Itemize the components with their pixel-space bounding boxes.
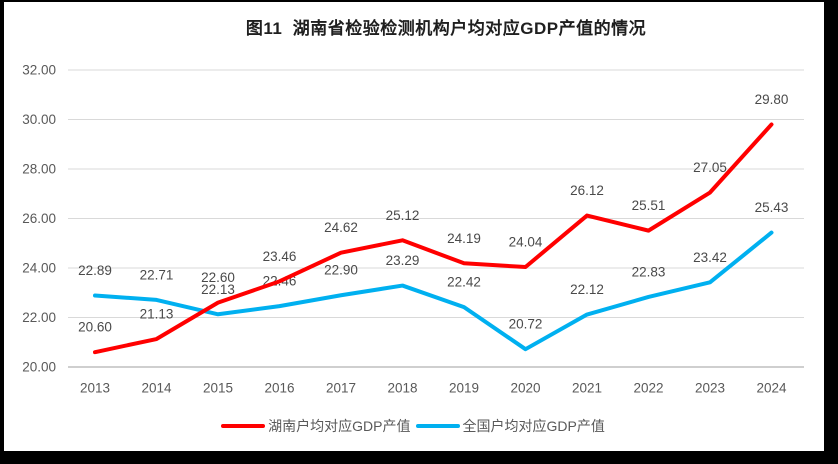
data-label: 22.83 [632,264,666,279]
data-label: 22.60 [201,270,235,285]
legend-swatch-national-line [415,424,460,428]
data-label: 23.29 [386,253,420,268]
x-tick-label: 2016 [264,381,294,396]
data-label: 26.12 [570,183,604,198]
data-label: 21.13 [140,307,174,322]
x-tick-label: 2022 [633,381,663,396]
y-tick-label: 32.00 [22,63,56,78]
data-label: 20.72 [509,317,543,332]
series-line-0 [93,122,774,355]
data-label: 23.46 [263,249,297,264]
data-label: 22.90 [324,263,358,278]
data-label: 22.89 [78,263,112,278]
data-label: 25.43 [755,200,789,215]
y-tick-label: 20.00 [22,360,56,375]
data-label: 29.80 [755,92,789,107]
data-label: 25.51 [632,198,666,213]
data-label: 20.60 [78,320,112,335]
data-label: 22.42 [447,275,481,290]
data-label: 22.13 [201,282,235,297]
legend-label-national: 全国户均对应GDP产值 [462,418,605,434]
data-label: 27.05 [693,160,727,175]
legend: 湖南户均对应GDP产值 全国户均对应GDP产值 [4,416,824,436]
data-label: 24.19 [447,231,481,246]
data-label: 22.12 [570,282,604,297]
x-tick-label: 2014 [141,381,172,396]
x-tick-label: 2024 [756,381,787,396]
y-tick-label: 24.00 [22,261,56,276]
x-tick-label: 2019 [449,381,479,396]
data-label: 24.62 [324,220,358,235]
x-tick-label: 2020 [510,381,540,396]
y-tick-label: 26.00 [22,211,56,226]
x-tick-label: 2015 [203,381,233,396]
data-label: 25.12 [386,208,420,223]
y-tick-label: 22.00 [22,310,56,325]
y-tick-label: 28.00 [22,162,56,177]
y-tick-label: 30.00 [22,112,56,127]
chart-title: 图11 湖南省检验检测机构户均对应GDP产值的情况 [245,19,647,38]
legend-swatch-hunan-line [221,424,266,428]
legend-label-hunan: 湖南户均对应GDP产值 [268,418,411,434]
x-tick-label: 2017 [326,381,356,396]
plot-area: 20.00 22.00 24.00 26.00 28.00 30.00 32.00 2013 2… [22,63,804,396]
x-tick-label: 2018 [387,381,417,396]
series-line-1 [93,230,774,352]
data-label: 22.71 [140,267,174,282]
x-tick-label: 2021 [572,381,602,396]
data-label: 24.04 [509,235,543,250]
x-tick-label: 2023 [695,381,725,396]
x-tick-label: 2013 [80,381,110,396]
data-label: 23.42 [693,250,727,265]
